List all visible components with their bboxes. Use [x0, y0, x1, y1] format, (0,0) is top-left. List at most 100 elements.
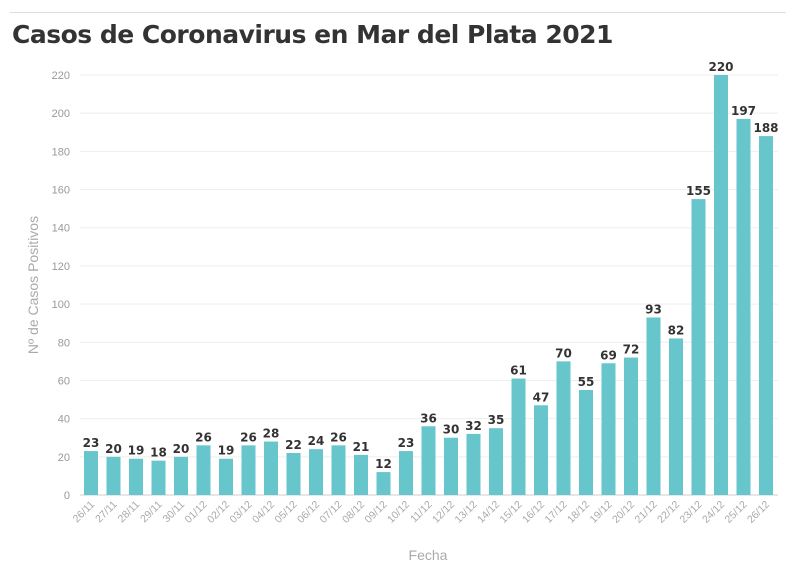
bar — [129, 458, 143, 495]
x-tick-label: 08/12 — [340, 499, 367, 526]
x-tick-label: 30/11 — [161, 499, 188, 526]
data-label: 61 — [510, 364, 527, 378]
x-tick-label: 10/12 — [385, 499, 412, 526]
bar — [421, 426, 436, 495]
data-label: 23 — [83, 436, 100, 450]
x-tick-label: 16/12 — [520, 499, 547, 526]
x-tick-label: 07/12 — [318, 499, 345, 526]
bar — [286, 453, 301, 495]
x-tick-label: 12/12 — [430, 499, 457, 526]
data-label: 21 — [353, 440, 370, 454]
bar — [309, 449, 323, 495]
x-tick-label: 09/12 — [363, 499, 390, 526]
data-label: 18 — [150, 446, 167, 460]
bar — [151, 460, 166, 495]
x-tick-label: 06/12 — [295, 499, 322, 526]
y-tick-label: 40 — [58, 414, 70, 426]
y-tick-label: 160 — [52, 185, 70, 197]
bar — [106, 456, 121, 495]
bar — [466, 433, 481, 495]
bar — [646, 317, 661, 495]
y-axis-label: Nº de Casos Positivos — [25, 216, 41, 354]
x-tick-label: 04/12 — [250, 499, 277, 526]
x-tick-label: 28/11 — [116, 499, 143, 526]
y-tick-label: 140 — [52, 223, 70, 235]
data-label: 28 — [263, 427, 280, 441]
data-label: 20 — [173, 442, 190, 456]
data-label: 26 — [330, 430, 347, 444]
x-axis-label: Fecha — [409, 547, 448, 563]
bar — [691, 199, 706, 495]
y-tick-label: 20 — [58, 452, 70, 464]
bar — [219, 458, 233, 495]
y-tick-label: 200 — [52, 108, 70, 120]
bar — [601, 363, 616, 495]
data-label: 82 — [668, 323, 685, 337]
x-tick-label: 21/12 — [633, 499, 660, 526]
x-tick-label: 17/12 — [543, 499, 570, 526]
x-tick-label: 01/12 — [183, 499, 210, 526]
bar — [376, 472, 391, 495]
x-tick-label: 29/11 — [138, 499, 165, 526]
data-label: 30 — [443, 423, 460, 437]
x-tick-label: 24/12 — [700, 499, 727, 526]
data-label: 155 — [686, 184, 711, 198]
x-tick-label: 23/12 — [678, 499, 705, 526]
x-tick-label: 02/12 — [205, 499, 232, 526]
x-tick-label: 03/12 — [228, 499, 255, 526]
data-label: 19 — [218, 444, 235, 458]
data-label: 72 — [623, 343, 640, 357]
y-tick-label: 100 — [52, 299, 70, 311]
bar — [84, 451, 98, 495]
bar — [556, 361, 571, 495]
data-label: 55 — [578, 375, 595, 389]
bar — [196, 445, 211, 495]
bar — [399, 451, 413, 495]
bar — [241, 445, 256, 495]
data-label: 47 — [533, 390, 550, 404]
x-tick-label: 20/12 — [610, 499, 637, 526]
bar — [444, 437, 458, 495]
x-tick-label: 27/11 — [93, 499, 120, 526]
y-tick-label: 60 — [58, 375, 70, 387]
bar — [264, 441, 278, 495]
bar — [759, 136, 773, 495]
x-tick-label: 18/12 — [565, 499, 592, 526]
bar — [579, 390, 593, 495]
x-tick-label: 11/12 — [408, 499, 435, 526]
top-divider — [10, 12, 786, 13]
x-tick-label: 14/12 — [475, 499, 502, 526]
data-label: 32 — [465, 419, 482, 433]
data-label: 12 — [375, 457, 392, 471]
data-label: 19 — [128, 444, 145, 458]
x-tick-label: 19/12 — [588, 499, 615, 526]
bar — [534, 405, 548, 495]
data-label: 70 — [555, 346, 572, 360]
bar — [736, 118, 751, 495]
x-tick-label: 25/12 — [723, 499, 750, 526]
bar — [669, 338, 683, 495]
x-tick-label: 05/12 — [273, 499, 300, 526]
x-tick-label: 26/11 — [71, 499, 98, 526]
data-label: 24 — [308, 434, 325, 448]
x-tick-label: 13/12 — [453, 499, 480, 526]
data-label: 36 — [420, 411, 437, 425]
data-label: 22 — [285, 438, 302, 452]
x-tick-label: 22/12 — [655, 499, 682, 526]
x-tick-label: 26/12 — [745, 499, 772, 526]
bar — [354, 454, 368, 495]
bar — [331, 445, 346, 495]
bar — [174, 456, 188, 495]
bar — [714, 75, 728, 495]
y-tick-label: 120 — [52, 261, 70, 273]
y-tick-label: 220 — [52, 70, 70, 82]
bar — [489, 428, 503, 495]
y-tick-label: 80 — [58, 337, 70, 349]
data-label: 20 — [105, 442, 122, 456]
data-label: 197 — [731, 104, 756, 118]
y-tick-label: 0 — [64, 490, 70, 502]
x-tick-label: 15/12 — [498, 499, 525, 526]
data-label: 35 — [488, 413, 505, 427]
data-label: 23 — [398, 436, 415, 450]
